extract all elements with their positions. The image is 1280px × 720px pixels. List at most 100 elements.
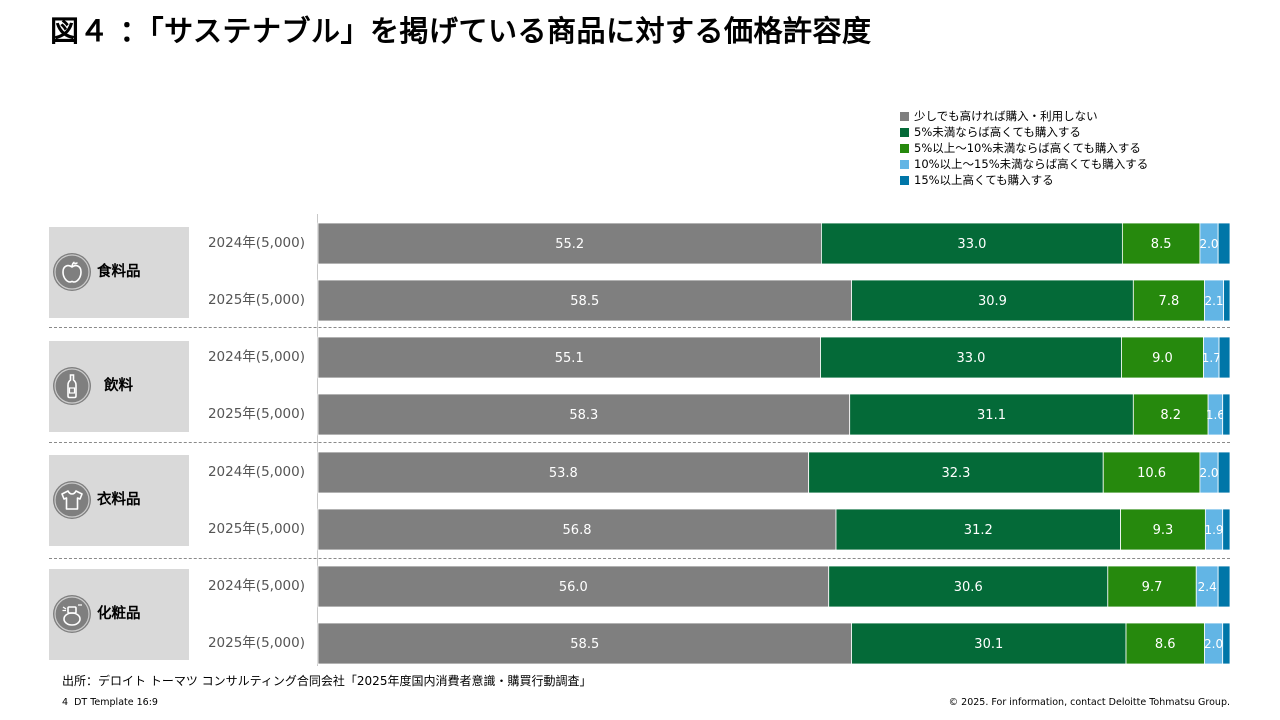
bar-segment <box>317 336 821 379</box>
legend-item: 5%以上～10%未満ならば高くても購入する <box>900 140 1148 156</box>
bar-value-label: 56.0 <box>559 580 588 595</box>
bar-value-label: 9.7 <box>1142 580 1163 595</box>
bar-value-label: 55.1 <box>555 351 584 366</box>
bar-value-label: 2.4 <box>1198 580 1217 594</box>
bar-segment <box>317 622 852 665</box>
bar-segment <box>1120 508 1206 551</box>
bar-value-label: 58.5 <box>570 637 599 652</box>
copyright: © 2025. For information, contact Deloitt… <box>948 697 1230 708</box>
bar-value-label: 7.8 <box>1159 294 1180 309</box>
bar-value-label: 30.1 <box>974 637 1003 652</box>
bar-segment <box>828 565 1109 608</box>
chart-axis-line <box>317 214 318 666</box>
tshirt-icon <box>53 481 91 519</box>
bar-segment <box>1132 279 1205 322</box>
category-label: 食料品 <box>97 264 141 280</box>
bar-segment <box>1102 451 1201 494</box>
bar-value-label: 2.1 <box>1204 294 1223 308</box>
category-panel-food: 食料品 <box>49 227 189 318</box>
bar-value-label: 30.9 <box>978 294 1007 309</box>
bar-value-label: 31.2 <box>964 523 993 538</box>
bar-segment <box>317 279 852 322</box>
category-label: 飲料 <box>104 378 133 394</box>
bar-segment <box>1218 336 1231 379</box>
bar-value-label: 31.1 <box>977 408 1006 423</box>
bottle-icon <box>53 367 91 405</box>
bar-value-label: 30.6 <box>954 580 983 595</box>
bar-value-label: 1.9 <box>1204 523 1223 537</box>
legend-swatch <box>900 143 909 153</box>
row-label: 2025年(5,000) <box>207 521 305 537</box>
category-label: 化粧品 <box>97 606 141 622</box>
bar-segment <box>317 565 830 608</box>
bar-segment <box>1121 222 1201 265</box>
source-note: 出所：デロイト トーマツ コンサルティング合同会社「2025年度国内消費者意識・… <box>62 674 592 688</box>
bar-segment <box>1121 336 1204 379</box>
bar-segment <box>1223 279 1231 322</box>
bar-segment <box>1217 222 1231 265</box>
legend-item: 少しでも高ければ購入・利用しない <box>900 108 1148 124</box>
bar-value-label: 9.0 <box>1152 351 1173 366</box>
bar-segment <box>1222 508 1231 551</box>
bar-value-label: 2.0 <box>1204 637 1223 651</box>
bar-segment <box>820 336 1122 379</box>
bar-value-label: 10.6 <box>1137 466 1166 481</box>
bar-segment <box>1222 622 1231 665</box>
template-name: DT Template 16:9 <box>74 697 158 708</box>
legend-swatch <box>900 159 909 169</box>
bar-segment <box>317 508 837 551</box>
bar-segment <box>1132 393 1209 436</box>
category-panel-beverage: 飲料 <box>49 341 189 432</box>
bar-segment <box>317 393 851 436</box>
bar-value-label: 33.0 <box>957 237 986 252</box>
bar-value-label: 32.3 <box>941 466 970 481</box>
row-label: 2024年(5,000) <box>207 349 305 365</box>
bar-value-label: 33.0 <box>957 351 986 366</box>
page-title: 図４ ：「サステナブル」を掲げている商品に対する価格許容度 <box>50 14 872 48</box>
legend-label: 5%未満ならば高くても購入する <box>914 125 1081 139</box>
bar-segment <box>851 622 1127 665</box>
category-panel-clothing: 衣料品 <box>49 455 189 546</box>
legend-item: 5%未満ならば高くても購入する <box>900 124 1148 140</box>
bar-value-label: 1.6 <box>1206 408 1225 422</box>
bar-value-label: 8.6 <box>1155 637 1176 652</box>
legend-swatch <box>900 111 909 121</box>
category-label: 衣料品 <box>97 492 141 508</box>
bar-segment <box>317 222 822 265</box>
cosmetics-icon <box>53 595 91 633</box>
row-label: 2024年(5,000) <box>207 464 305 480</box>
row-label: 2025年(5,000) <box>207 292 305 308</box>
category-separator <box>49 327 1230 328</box>
legend-label: 5%以上～10%未満ならば高くても購入する <box>914 141 1141 155</box>
bar-value-label: 58.3 <box>569 408 598 423</box>
legend-label: 15%以上高くても購入する <box>914 173 1054 187</box>
bar-value-label: 9.3 <box>1153 523 1174 538</box>
bar-value-label: 56.8 <box>563 523 592 538</box>
category-separator <box>49 442 1230 443</box>
row-label: 2024年(5,000) <box>207 578 305 594</box>
bar-segment <box>1222 393 1231 436</box>
row-label: 2025年(5,000) <box>207 635 305 651</box>
bar-value-label: 53.8 <box>549 466 578 481</box>
legend-item: 15%以上高くても購入する <box>900 172 1148 188</box>
chart-legend: 少しでも高ければ購入・利用しない 5%未満ならば高くても購入する 5%以上～10… <box>900 108 1148 188</box>
bar-value-label: 1.7 <box>1202 351 1221 365</box>
bar-value-label: 2.0 <box>1199 466 1218 480</box>
footer-left: 4 DT Template 16:9 <box>62 697 158 708</box>
legend-swatch <box>900 127 909 137</box>
bar-segment <box>1217 451 1231 494</box>
bar-value-label: 8.2 <box>1160 408 1181 423</box>
bar-segment <box>317 451 810 494</box>
bar-value-label: 55.2 <box>555 237 584 252</box>
legend-swatch <box>900 175 909 185</box>
bar-value-label: 8.5 <box>1151 237 1172 252</box>
page-number: 4 <box>62 697 69 708</box>
bar-value-label: 58.5 <box>570 294 599 309</box>
row-label: 2024年(5,000) <box>207 235 305 251</box>
legend-label: 少しでも高ければ購入・利用しない <box>914 109 1098 123</box>
legend-label: 10%以上～15%未満ならば高くても購入する <box>914 157 1149 171</box>
row-label: 2025年(5,000) <box>207 406 305 422</box>
apple-icon <box>53 253 91 291</box>
category-panel-cosmetics: 化粧品 <box>49 569 189 660</box>
